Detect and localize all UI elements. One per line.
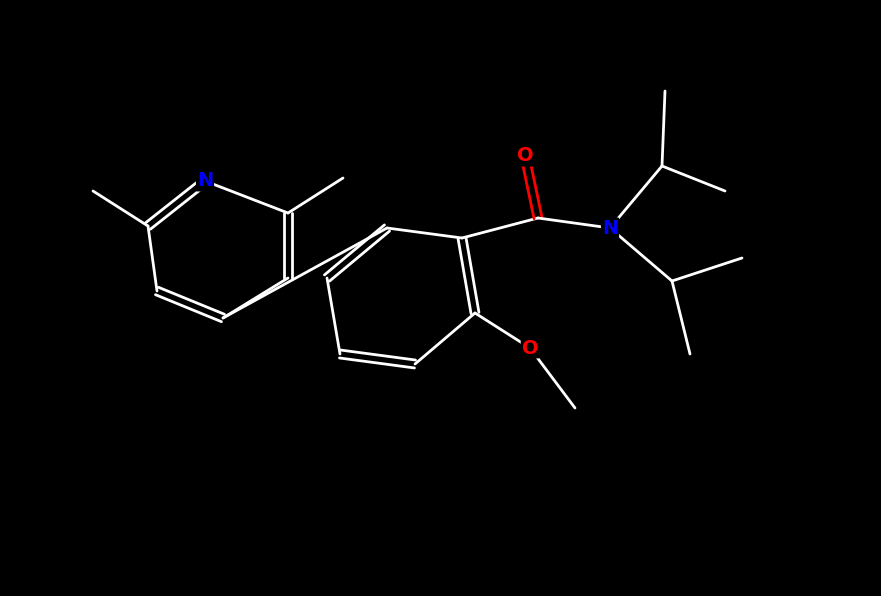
Text: O: O [516, 147, 533, 166]
Text: N: N [602, 219, 618, 237]
Text: N: N [196, 172, 213, 191]
Text: O: O [522, 339, 538, 358]
